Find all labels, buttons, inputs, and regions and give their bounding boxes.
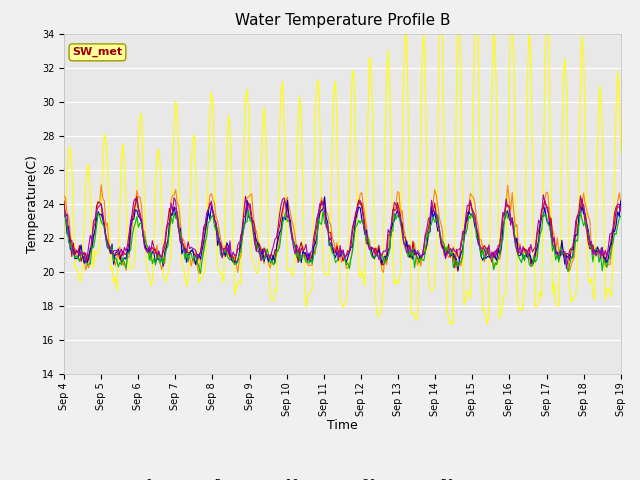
+5cm <box>60 211 68 217</box>
TC_temp11 <box>254 249 262 254</box>
+30cm <box>60 193 68 199</box>
TC_temp11 <box>129 210 136 216</box>
+50cm <box>437 13 445 19</box>
+30cm <box>617 200 625 206</box>
+10cm <box>129 233 136 239</box>
Legend: 0cm, +5cm, +10cm, +30cm, +50cm, TC_temp11: 0cm, +5cm, +10cm, +30cm, +50cm, TC_temp1… <box>112 475 573 480</box>
TC_temp11 <box>303 252 311 258</box>
TC_temp11 <box>563 266 570 272</box>
+30cm <box>229 260 237 266</box>
+30cm <box>307 262 314 268</box>
+50cm <box>60 236 68 241</box>
0cm <box>129 215 136 221</box>
+5cm <box>303 258 311 264</box>
+50cm <box>446 322 454 327</box>
+10cm <box>228 253 236 259</box>
0cm <box>255 241 263 247</box>
TC_temp11 <box>244 202 252 208</box>
+5cm <box>617 198 625 204</box>
+30cm <box>257 244 265 250</box>
+50cm <box>244 106 252 111</box>
Line: +5cm: +5cm <box>64 197 621 271</box>
TC_temp11 <box>540 192 547 198</box>
Y-axis label: Temperature(C): Temperature(C) <box>26 155 39 253</box>
+30cm <box>248 191 255 197</box>
+5cm <box>454 268 462 274</box>
+30cm <box>589 246 596 252</box>
+5cm <box>254 241 262 247</box>
+10cm <box>60 207 68 213</box>
+5cm <box>226 250 234 256</box>
+5cm <box>321 194 328 200</box>
TC_temp11 <box>226 238 234 244</box>
+50cm <box>589 291 596 297</box>
+10cm <box>305 261 313 266</box>
+30cm <box>195 271 203 276</box>
0cm <box>133 193 141 199</box>
0cm <box>589 242 596 248</box>
Line: TC_temp11: TC_temp11 <box>64 195 621 269</box>
+50cm <box>617 150 625 156</box>
Line: +50cm: +50cm <box>64 16 621 324</box>
Line: +10cm: +10cm <box>64 210 621 273</box>
X-axis label: Time: Time <box>327 419 358 432</box>
Line: 0cm: 0cm <box>64 196 621 268</box>
Title: Water Temperature Profile B: Water Temperature Profile B <box>235 13 450 28</box>
TC_temp11 <box>617 207 625 213</box>
+50cm <box>226 126 234 132</box>
+10cm <box>617 213 625 219</box>
+50cm <box>254 270 262 276</box>
+10cm <box>246 218 254 224</box>
0cm <box>60 198 68 204</box>
Text: SW_met: SW_met <box>72 47 122 58</box>
+10cm <box>255 251 263 257</box>
TC_temp11 <box>60 203 68 209</box>
+5cm <box>589 248 596 254</box>
+30cm <box>130 205 138 211</box>
TC_temp11 <box>589 252 596 258</box>
0cm <box>228 253 236 259</box>
0cm <box>246 207 254 213</box>
+5cm <box>244 214 252 220</box>
+5cm <box>129 217 136 223</box>
+30cm <box>97 182 105 188</box>
0cm <box>451 265 459 271</box>
+50cm <box>303 295 311 300</box>
+50cm <box>129 266 136 272</box>
0cm <box>617 208 625 214</box>
0cm <box>305 255 313 261</box>
Line: +30cm: +30cm <box>64 185 621 274</box>
+10cm <box>588 245 595 251</box>
+10cm <box>196 270 204 276</box>
